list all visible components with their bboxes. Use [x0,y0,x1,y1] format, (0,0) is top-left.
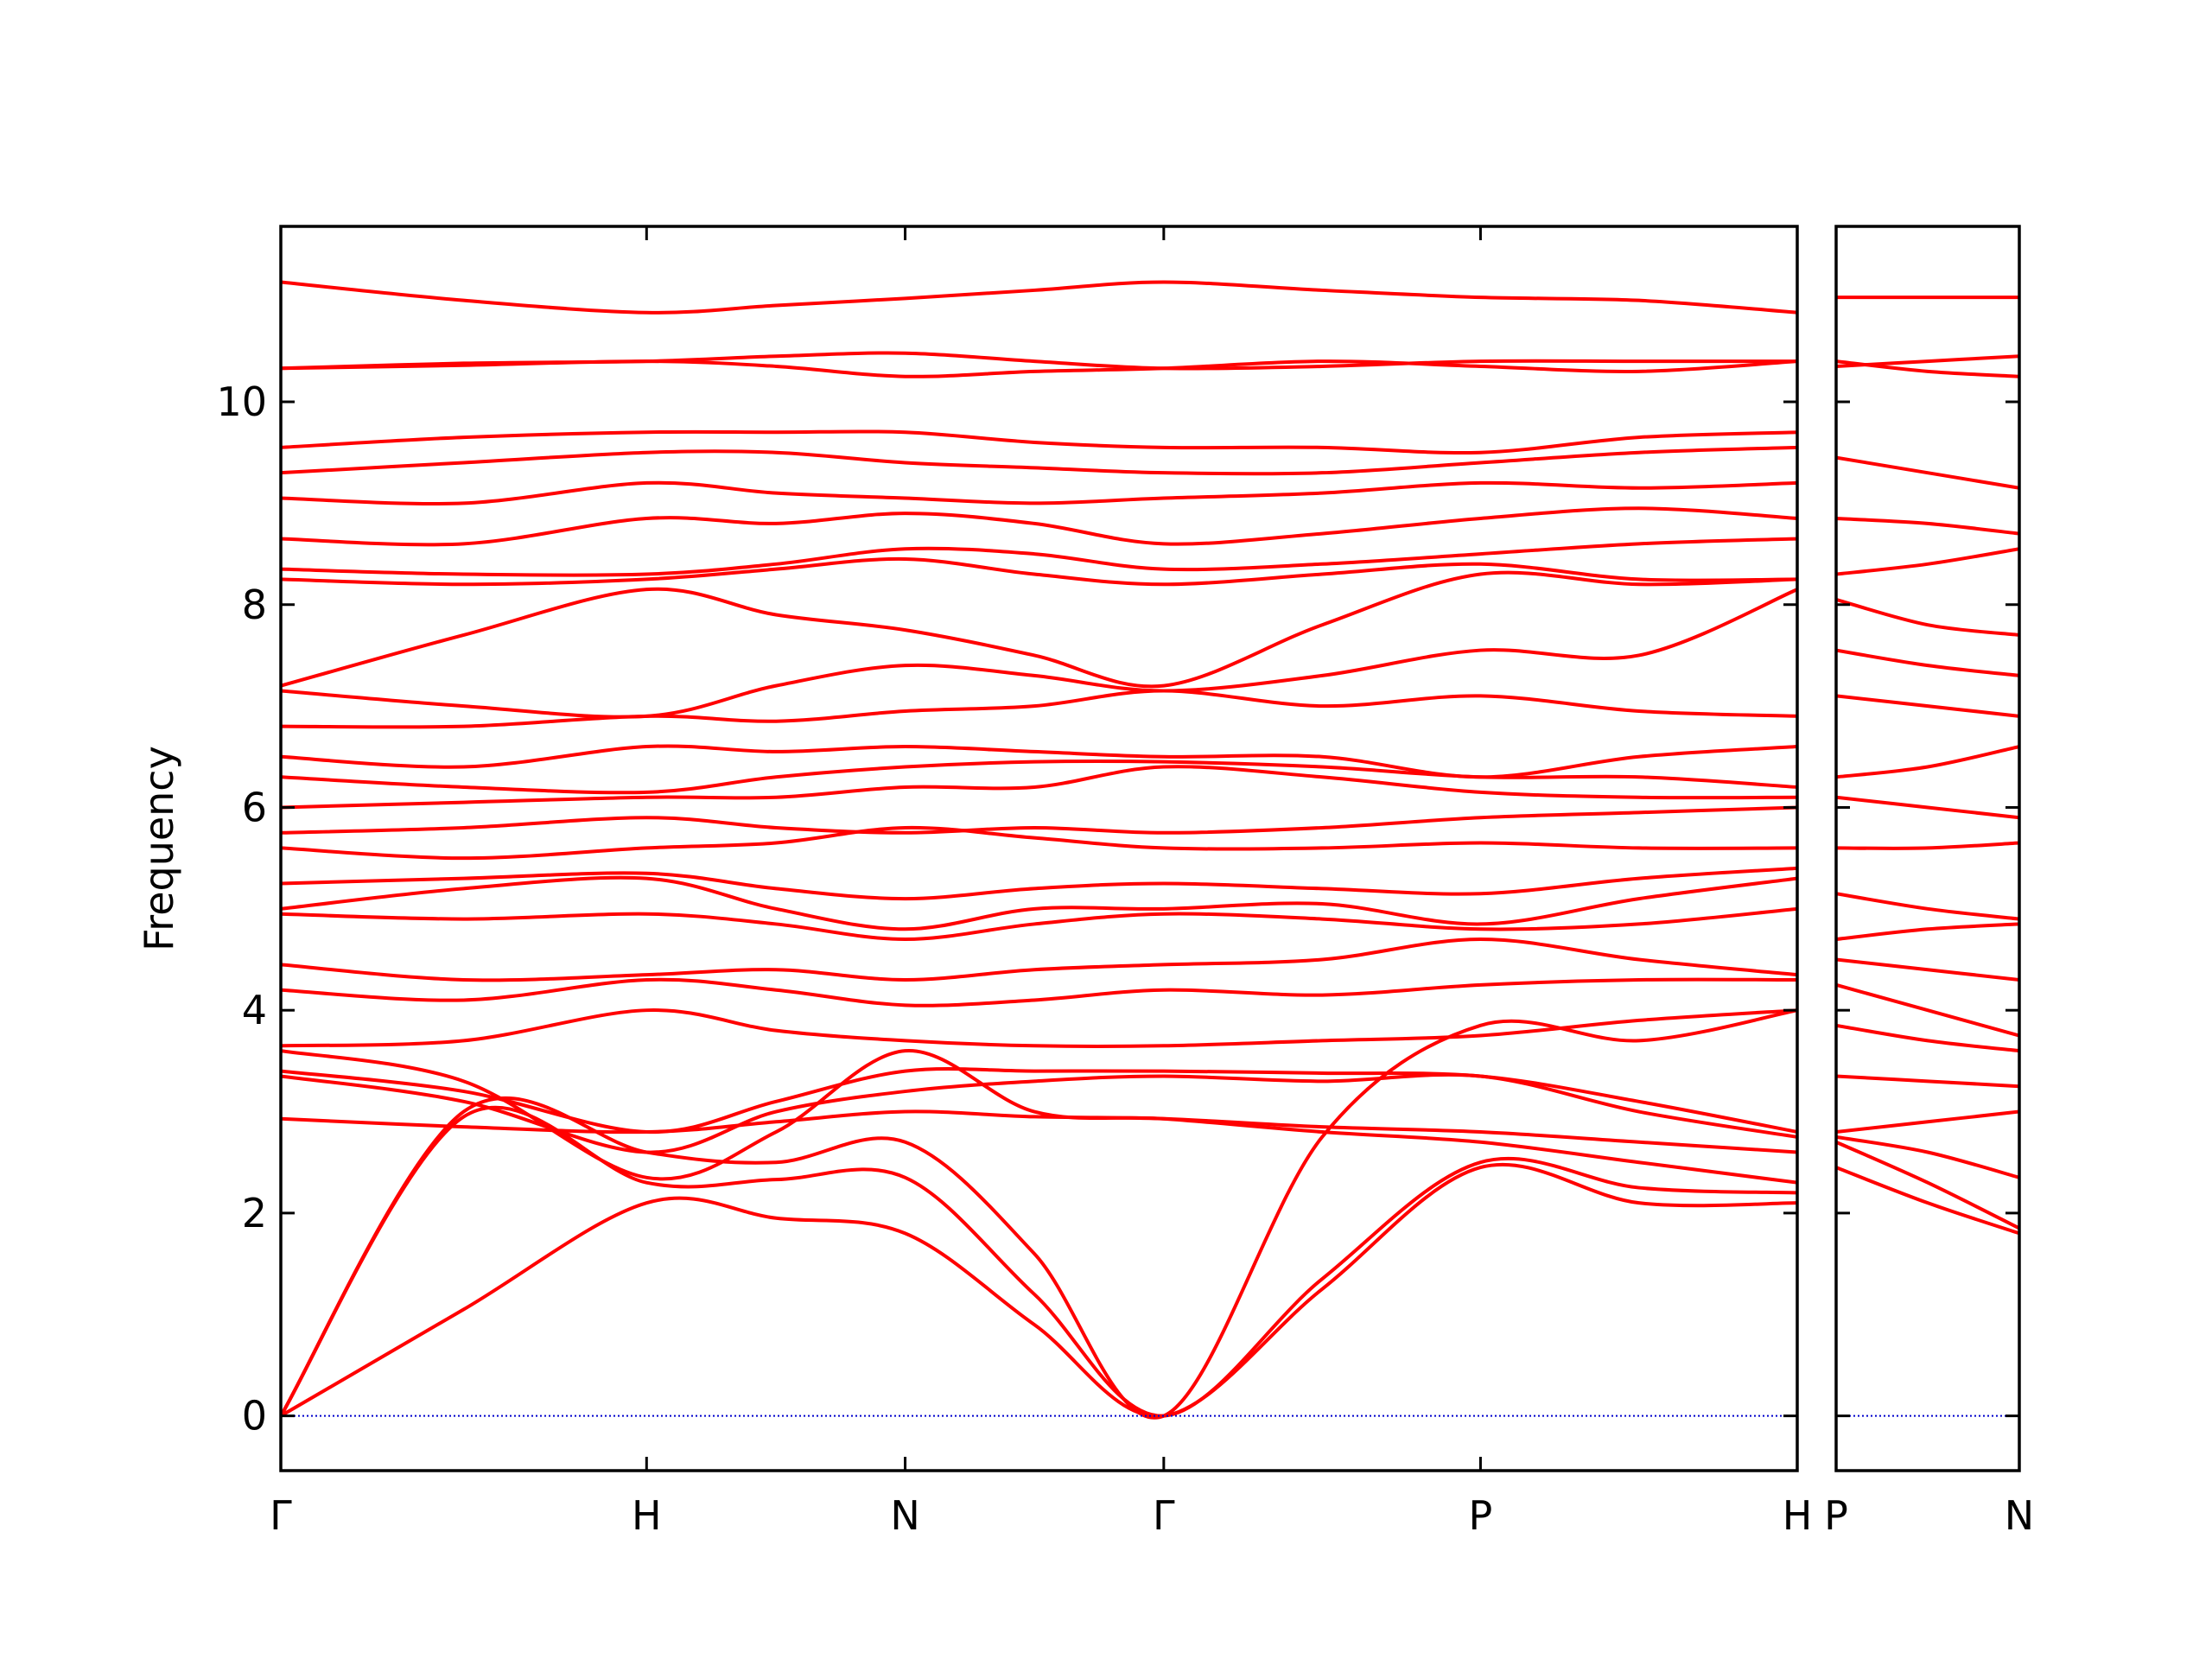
band-line [1836,745,2019,779]
x-tick-label: N [890,1492,919,1539]
x-tick-label: Γ [1153,1492,1175,1539]
band-line [281,1008,1797,1420]
band-line [281,351,1797,371]
y-tick-label: 4 [242,987,267,1033]
band-line [281,938,1797,982]
band-line [1836,597,2019,637]
x-tick-label: N [2005,1492,2034,1539]
band-line [281,906,1797,942]
band-line [1836,922,2019,942]
y-tick-label: 10 [216,378,267,425]
band-line [1836,795,2019,820]
band-line [281,570,1797,689]
band-line [1836,1023,2019,1053]
band-line [1836,516,2019,536]
band-line [281,765,1797,810]
band-line [1836,648,2019,677]
band-line [281,1162,1797,1418]
band-line [281,1049,1797,1185]
axes-frame [279,225,1799,1472]
band-line [1836,1166,2019,1236]
band-line [281,744,1797,779]
band-line [281,1072,1797,1154]
axes-frame [1834,225,2021,1472]
band-line [281,759,1797,795]
band-line [281,537,1797,577]
band-line [281,1067,1797,1135]
x-tick-label: H [1783,1492,1813,1539]
x-tick-label: H [632,1492,662,1539]
y-tick-label: 8 [242,582,267,628]
x-tick-label: P [1469,1492,1493,1539]
band-line [281,866,1797,901]
band-line [281,480,1797,506]
band-line [1836,547,2019,576]
band-line [281,825,1797,861]
band-line [281,1008,1797,1048]
band-line [281,805,1797,835]
band-line [281,445,1797,476]
band-line [281,506,1797,547]
band-line [281,689,1797,729]
band-line [281,977,1797,1007]
band-line [1836,455,2019,490]
band-line [1836,1074,2019,1089]
band-line [281,588,1797,719]
band-line [281,1109,1797,1154]
band-line [281,429,1797,455]
band-line [1836,1109,2019,1135]
band-line [1836,841,2019,850]
band-line [1836,982,2019,1038]
x-tick-label: P [1824,1492,1848,1539]
y-axis-label: Frequency [136,746,182,951]
band-line [1836,359,2019,378]
band-line [1836,694,2019,718]
y-tick-label: 6 [242,784,267,830]
band-line [1836,892,2019,921]
band-line [1836,1140,2019,1230]
y-tick-label: 0 [242,1393,267,1440]
band-line [281,280,1797,315]
band-line [1836,957,2019,982]
y-tick-label: 2 [242,1190,267,1236]
band-line [281,556,1797,587]
x-tick-label: Γ [270,1492,292,1539]
band-line [281,875,1797,931]
band-line [1836,1135,2019,1179]
